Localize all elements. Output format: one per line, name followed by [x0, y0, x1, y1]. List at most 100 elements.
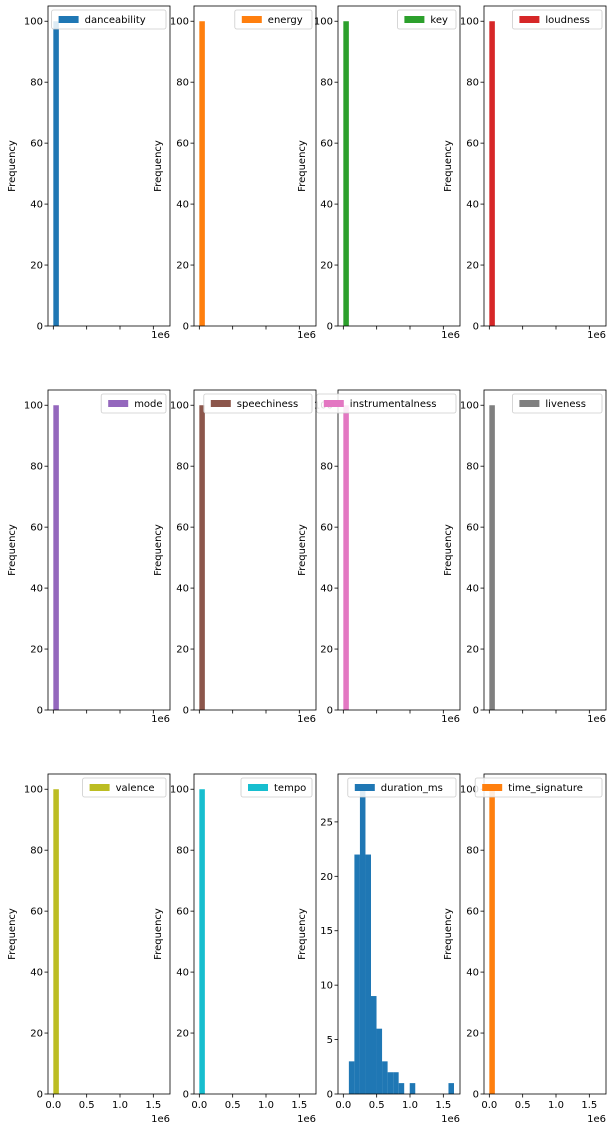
legend-key: key [396, 9, 457, 30]
legend-swatch [482, 784, 503, 791]
subplot-valence: 0 20 40 60 80 100 0.0 0.5 1.0 1.5 1e6 Frequency vale… [7, 773, 171, 1125]
y-tick-label: 20 [30, 1029, 43, 1040]
y-tick-label: 60 [30, 139, 43, 150]
y-tick-label: 20 [320, 645, 333, 656]
bar-loudness-0 [489, 21, 495, 327]
legend-box [234, 9, 313, 30]
bar-duration_ms-2 [354, 854, 360, 1094]
y-tick-label: 20 [466, 1029, 479, 1040]
legend-swatch [323, 400, 344, 407]
bar-duration_ms-12 [409, 1083, 416, 1094]
x-offset-label: 1e6 [151, 1114, 170, 1125]
subplot-danceability: 0 20 40 60 80 100 1e6 Frequency danceability [7, 5, 171, 341]
y-tick-label: 100 [170, 785, 189, 796]
legend-swatch [58, 16, 79, 23]
subplot-key: 0 20 40 60 80 100 1e6 Frequency key [297, 5, 461, 341]
y-axis-label: Frequency [297, 524, 308, 576]
x-tick-label: 0.5 [225, 1100, 241, 1111]
legend-liveness: liveness [512, 393, 603, 414]
y-tick-label: 80 [466, 462, 479, 473]
legend-swatch [241, 16, 262, 23]
legend-label: tempo [274, 783, 306, 794]
y-tick-label: 0 [327, 706, 333, 717]
legend-box [82, 777, 167, 798]
legend-swatch [519, 400, 540, 407]
legend-box [100, 393, 167, 414]
bar-duration_ms-9 [393, 1072, 399, 1094]
y-axis-label: Frequency [297, 140, 308, 192]
y-tick-label: 80 [466, 846, 479, 857]
subplot-loudness: 0 20 40 60 80 100 1e6 Frequency loudness [443, 5, 607, 341]
axes-frame [193, 773, 317, 1095]
y-tick-label: 20 [30, 645, 43, 656]
x-tick-label: 0.5 [369, 1100, 385, 1111]
y-tick-label: 60 [30, 907, 43, 918]
x-offset-label: 1e6 [441, 1114, 460, 1125]
axes-frame [193, 389, 317, 711]
x-tick-label: 0.5 [79, 1100, 95, 1111]
y-tick-label: 80 [30, 78, 43, 89]
y-tick-label: 20 [320, 872, 333, 883]
y-tick-label: 20 [30, 261, 43, 272]
legend-swatch [89, 784, 110, 791]
y-tick-label: 100 [24, 785, 43, 796]
y-tick-label: 60 [320, 139, 333, 150]
legend-swatch [248, 784, 268, 791]
y-tick-label: 20 [466, 261, 479, 272]
x-tick-label: 1.0 [112, 1100, 128, 1111]
legend-valence: valence [82, 777, 167, 798]
axes-frame [483, 389, 607, 711]
x-tick-label: 1.0 [402, 1100, 418, 1111]
y-axis-label: Frequency [7, 908, 18, 960]
subplot-speechiness: 0 20 40 60 80 100 1e6 Frequency speechiness [153, 389, 317, 725]
subplot-instrumentalness: 0204060801001e6Frequencyinstrumentalness [297, 389, 461, 725]
x-tick-label: 1.5 [581, 1100, 597, 1111]
axes-frame [193, 5, 317, 327]
y-tick-label: 100 [24, 17, 43, 28]
bar-duration_ms-7 [382, 1061, 388, 1094]
y-axis-label: Frequency [297, 908, 308, 960]
y-tick-label: 80 [176, 78, 189, 89]
x-tick-label: 1.0 [258, 1100, 274, 1111]
bar-duration_ms-10 [398, 1083, 405, 1094]
y-axis-label: Frequency [443, 524, 454, 576]
x-tick-label: 0.5 [515, 1100, 531, 1111]
y-tick-label: 40 [320, 584, 333, 595]
y-axis-label: Frequency [7, 140, 18, 192]
x-tick-label: 0.0 [191, 1100, 207, 1111]
subplot-energy: 0 20 40 60 80 100 1e6 Frequency energy [153, 5, 317, 341]
y-tick-label: 0 [183, 706, 189, 717]
bar-energy-0 [199, 21, 205, 327]
y-tick-label: 80 [176, 846, 189, 857]
bar-time_signature-0 [489, 789, 495, 1094]
bar-duration_ms-6 [376, 1028, 383, 1094]
y-axis-label: Frequency [443, 140, 454, 192]
y-tick-label: 20 [466, 645, 479, 656]
axes-frame [337, 5, 461, 327]
axes-frame [337, 773, 461, 1095]
y-axis-label: Frequency [153, 524, 164, 576]
y-axis-label: Frequency [443, 908, 454, 960]
axes-frame [47, 773, 171, 1095]
y-tick-label: 40 [176, 200, 189, 211]
legend-label: key [430, 15, 448, 26]
legend-duration_ms: duration_ms [347, 777, 457, 798]
y-tick-label: 0 [37, 322, 43, 333]
x-offset-label: 1e6 [441, 714, 460, 725]
y-tick-label: 60 [466, 907, 479, 918]
y-tick-label: 10 [320, 981, 333, 992]
bar-valence-0 [53, 789, 59, 1094]
legend-label: valence [116, 783, 155, 794]
y-tick-label: 20 [176, 645, 189, 656]
y-tick-label: 80 [30, 462, 43, 473]
x-tick-label: 1.5 [145, 1100, 161, 1111]
y-tick-label: 40 [466, 200, 479, 211]
x-tick-label: 1.0 [548, 1100, 564, 1111]
bar-key-0 [343, 21, 349, 327]
legend-danceability: danceability [51, 9, 167, 30]
legend-box [512, 9, 603, 30]
y-tick-label: 0 [37, 706, 43, 717]
bar-duration_ms-8 [387, 1072, 394, 1094]
y-tick-label: 80 [320, 462, 333, 473]
